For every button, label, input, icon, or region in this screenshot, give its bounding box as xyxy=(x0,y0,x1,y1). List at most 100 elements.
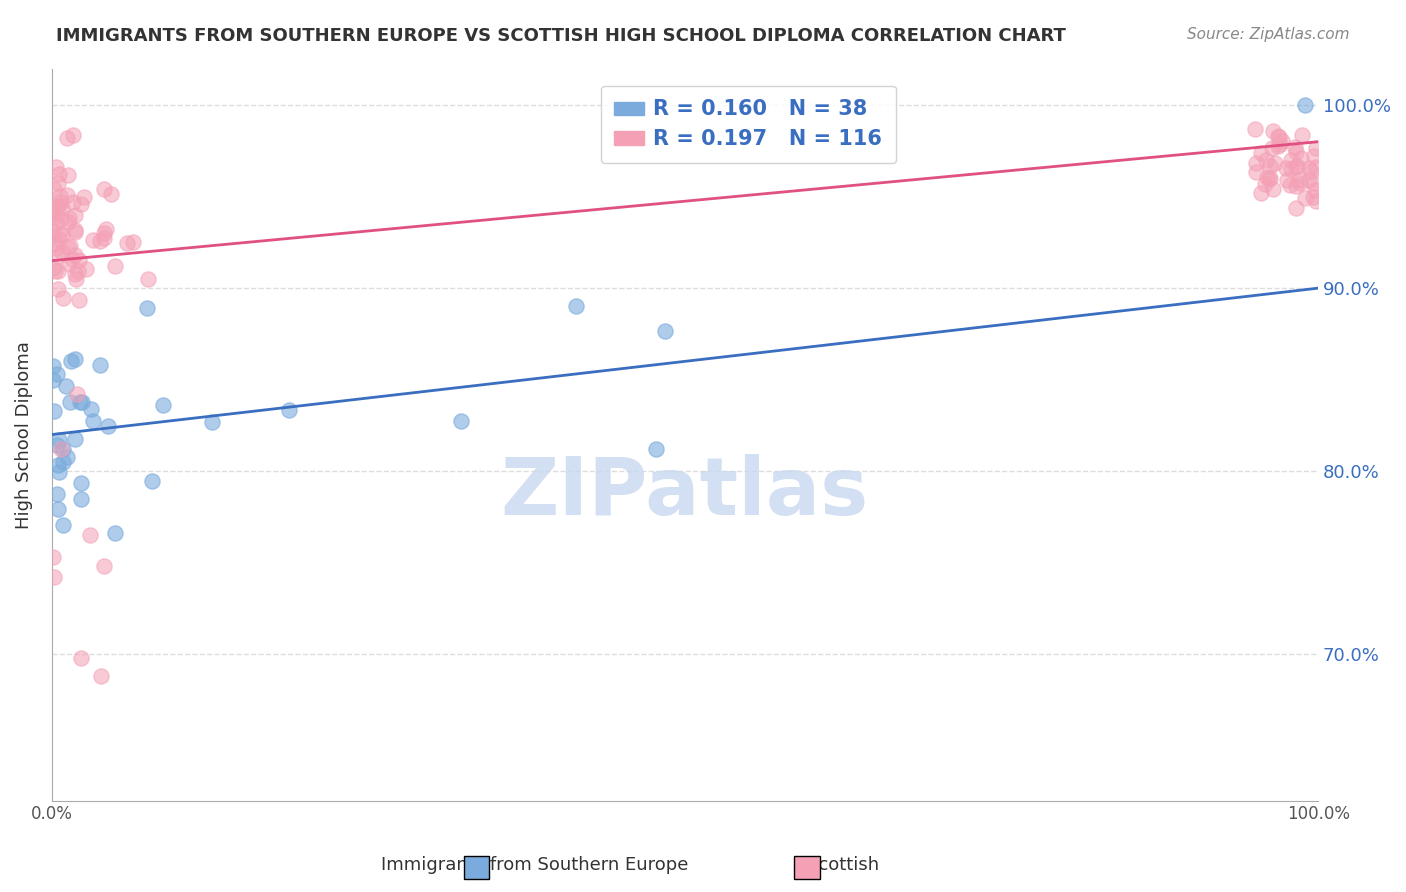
Point xyxy=(70,197,93,211)
Point xyxy=(66,264,89,278)
Point xyxy=(69,475,91,490)
Point xyxy=(51,212,73,227)
Point xyxy=(42,261,65,276)
Point xyxy=(45,160,67,174)
Point xyxy=(42,373,65,387)
Point xyxy=(1298,173,1320,187)
Point xyxy=(97,418,120,433)
Point xyxy=(51,244,73,259)
Point xyxy=(63,225,86,239)
Point xyxy=(100,186,122,201)
Point xyxy=(42,359,65,373)
Point xyxy=(96,222,118,236)
Point xyxy=(46,458,69,472)
Point xyxy=(45,241,67,255)
Point xyxy=(1288,173,1310,187)
Point xyxy=(1305,160,1327,174)
Point xyxy=(73,190,96,204)
Point xyxy=(1285,160,1308,174)
Point xyxy=(1305,140,1327,154)
Point xyxy=(1258,171,1281,186)
Point xyxy=(48,433,70,447)
Point xyxy=(93,559,115,574)
Text: IMMIGRANTS FROM SOUTHERN EUROPE VS SCOTTISH HIGH SCHOOL DIPLOMA CORRELATION CHAR: IMMIGRANTS FROM SOUTHERN EUROPE VS SCOTT… xyxy=(56,27,1066,45)
Point xyxy=(654,324,676,338)
Point xyxy=(46,502,69,516)
Point xyxy=(46,487,69,501)
Point xyxy=(1267,138,1289,153)
Point xyxy=(82,233,104,247)
Point xyxy=(89,358,111,372)
Point xyxy=(44,263,66,277)
Point xyxy=(70,491,93,506)
Point xyxy=(55,450,77,464)
Point xyxy=(1267,128,1289,143)
Point xyxy=(59,239,82,253)
Point xyxy=(51,227,73,241)
Point xyxy=(1254,177,1277,191)
Point xyxy=(1250,146,1272,161)
Point xyxy=(58,211,80,226)
Point xyxy=(152,398,174,412)
Point xyxy=(65,352,87,367)
Point xyxy=(136,301,159,315)
Point xyxy=(115,236,138,251)
Point xyxy=(1278,178,1301,192)
Point xyxy=(52,518,75,533)
Point xyxy=(52,442,75,457)
Point xyxy=(80,401,103,416)
Point xyxy=(56,215,79,229)
Point xyxy=(1260,140,1282,154)
Point xyxy=(1303,149,1326,163)
Point xyxy=(1289,151,1312,165)
Point xyxy=(66,387,89,401)
Point xyxy=(450,415,472,429)
Point xyxy=(1279,162,1302,177)
Point xyxy=(1264,156,1286,170)
Point xyxy=(69,394,91,409)
Point xyxy=(1246,165,1268,179)
Point xyxy=(60,354,83,368)
Text: ZIPatlas: ZIPatlas xyxy=(501,454,869,533)
Point xyxy=(1302,190,1324,204)
Point xyxy=(48,167,70,181)
Legend: R = 0.160   N = 38, R = 0.197   N = 116: R = 0.160 N = 38, R = 0.197 N = 116 xyxy=(600,86,896,162)
Point xyxy=(70,394,93,409)
Point xyxy=(42,403,65,417)
Text: Source: ZipAtlas.com: Source: ZipAtlas.com xyxy=(1187,27,1350,42)
Point xyxy=(58,257,80,271)
Point xyxy=(1268,137,1291,152)
Text: Scottish: Scottish xyxy=(807,856,880,874)
Point xyxy=(51,201,73,215)
Point xyxy=(82,414,104,428)
Point xyxy=(141,474,163,488)
Point xyxy=(48,465,70,479)
Point xyxy=(63,223,86,237)
Point xyxy=(1271,134,1294,148)
Point xyxy=(1302,176,1324,190)
Point xyxy=(1268,130,1291,145)
Point xyxy=(45,216,67,230)
Point xyxy=(1305,194,1327,208)
Point xyxy=(1285,201,1308,215)
Point xyxy=(1254,153,1277,167)
Point xyxy=(1294,191,1316,205)
Point xyxy=(1279,153,1302,168)
Point xyxy=(1258,170,1281,185)
Point xyxy=(70,651,93,665)
Point xyxy=(75,261,97,276)
Point xyxy=(67,253,90,268)
Point xyxy=(1244,156,1267,170)
Point xyxy=(62,128,84,142)
Point xyxy=(48,232,70,246)
Point xyxy=(65,272,87,286)
Point xyxy=(93,226,115,240)
Point xyxy=(42,211,65,226)
Point xyxy=(104,526,127,541)
Point xyxy=(49,442,72,457)
Point xyxy=(1301,164,1323,178)
Point xyxy=(56,188,79,202)
Point xyxy=(46,264,69,278)
Point xyxy=(1275,161,1298,176)
Point xyxy=(42,225,65,239)
